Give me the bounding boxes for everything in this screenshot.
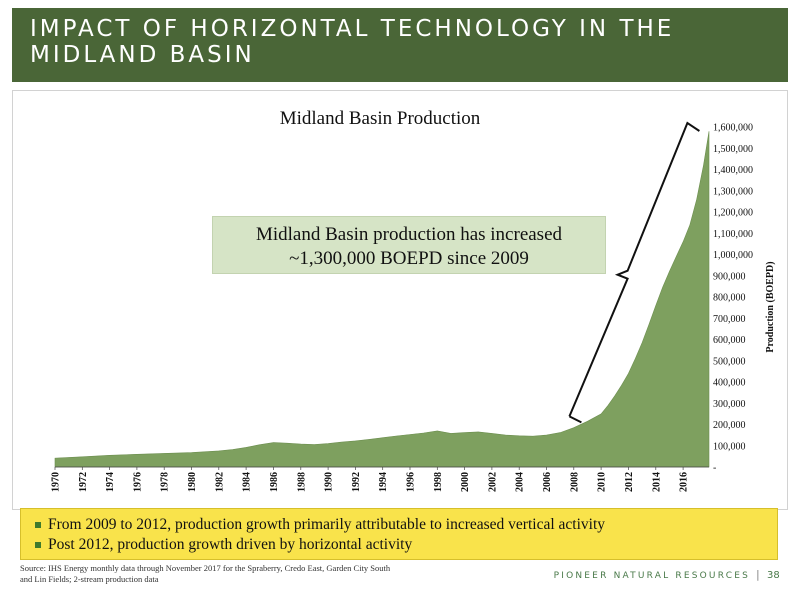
x-tick-label: 2002 xyxy=(487,472,498,492)
company-name: PIONEER NATURAL RESOURCES xyxy=(553,571,750,581)
bullet-text: From 2009 to 2012, production growth pri… xyxy=(48,516,606,533)
x-tick-label: 1990 xyxy=(324,472,335,492)
x-tick-label: 1992 xyxy=(351,472,362,492)
y-tick-label: 400,000 xyxy=(713,378,746,389)
y-tick-label: 1,600,000 xyxy=(713,123,753,134)
x-tick-label: 2004 xyxy=(515,472,526,492)
y-tick-label: 600,000 xyxy=(713,335,746,346)
slide-title: IMPACT OF HORIZONTAL TECHNOLOGY IN THE M… xyxy=(30,16,675,68)
page-number: 38 xyxy=(767,570,780,581)
x-tick-label: 1980 xyxy=(187,472,198,492)
key-points-box: From 2009 to 2012, production growth pri… xyxy=(20,508,778,560)
square-bullet-icon xyxy=(35,522,41,528)
slide-header: IMPACT OF HORIZONTAL TECHNOLOGY IN THE M… xyxy=(12,8,788,82)
source-note: Source: IHS Energy monthly data through … xyxy=(20,563,460,584)
y-tick-label: 500,000 xyxy=(713,356,746,367)
x-tick-label: 2006 xyxy=(542,472,553,492)
x-tick-label: 1986 xyxy=(269,472,280,492)
x-axis: 1970 1972 1974 1976 1978 1980 1982 1984 1986 1988… xyxy=(51,466,709,492)
y-tick-label: 900,000 xyxy=(713,271,746,282)
y-tick-label: 200,000 xyxy=(713,420,746,431)
y-tick-label: 1,400,000 xyxy=(713,165,753,176)
y-tick-label: - xyxy=(713,463,716,474)
brace-path xyxy=(568,121,700,424)
callout-line-1: Midland Basin production has increased xyxy=(255,224,563,245)
y-tick-label: 700,000 xyxy=(713,314,746,325)
square-bullet-icon xyxy=(35,542,41,548)
x-tick-label: 1972 xyxy=(78,472,89,492)
source-line-1: Source: IHS Energy monthly data through … xyxy=(20,563,391,573)
chart-annotation-callout: Midland Basin production has increased ~… xyxy=(212,216,606,274)
y-axis-label: Production (BOEPD) xyxy=(765,261,776,352)
chart-title: Midland Basin Production xyxy=(280,108,481,129)
x-tick-label: 1982 xyxy=(214,472,225,492)
y-tick-label: 1,200,000 xyxy=(713,208,753,219)
source-line-2: and Lin Fields; 2-stream production data xyxy=(20,573,159,584)
y-tick-label: 100,000 xyxy=(713,441,746,452)
x-tick-label: 2016 xyxy=(679,472,690,492)
y-axis: - 100,000 200,000 300,000 400,000 500,000 600,… xyxy=(713,123,753,474)
x-tick-label: 1994 xyxy=(378,472,389,492)
x-tick-label: 1974 xyxy=(105,472,116,492)
y-tick-label: 1,100,000 xyxy=(713,229,753,240)
footer-separator: | xyxy=(756,568,760,581)
y-tick-label: 1,500,000 xyxy=(713,144,753,155)
production-area xyxy=(54,131,710,468)
x-tick-label: 1976 xyxy=(132,472,143,492)
increase-brace xyxy=(568,121,700,424)
x-tick-label: 1978 xyxy=(160,472,171,492)
bullet-text: Post 2012, production growth driven by h… xyxy=(48,536,413,553)
callout-line-2: ~1,300,000 BOEPD since 2009 xyxy=(289,248,529,269)
x-tick-label: 2010 xyxy=(597,472,608,492)
y-tick-label: 1,300,000 xyxy=(713,186,753,197)
x-tick-label: 2012 xyxy=(624,472,635,492)
y-tick-label: 300,000 xyxy=(713,399,746,410)
x-tick-label: 1998 xyxy=(433,472,444,492)
x-tick-label: 2000 xyxy=(460,472,471,492)
x-tick-label: 1970 xyxy=(51,472,62,492)
x-tick-label: 2008 xyxy=(569,472,580,492)
x-tick-label: 1996 xyxy=(406,472,417,492)
y-tick-label: 1,000,000 xyxy=(713,250,753,261)
bullet-item: From 2009 to 2012, production growth pri… xyxy=(35,515,777,535)
chart-frame: Midland Basin Production - 100,000 200,000… xyxy=(12,90,788,510)
bullet-item: Post 2012, production growth driven by h… xyxy=(35,535,777,555)
x-tick-label: 1988 xyxy=(296,472,307,492)
y-tick-label: 800,000 xyxy=(713,293,746,304)
production-chart: Midland Basin Production - 100,000 200,000… xyxy=(51,108,777,492)
x-tick-label: 2014 xyxy=(651,472,662,492)
area-series-group xyxy=(54,131,710,468)
x-tick-label: 1984 xyxy=(242,472,253,492)
